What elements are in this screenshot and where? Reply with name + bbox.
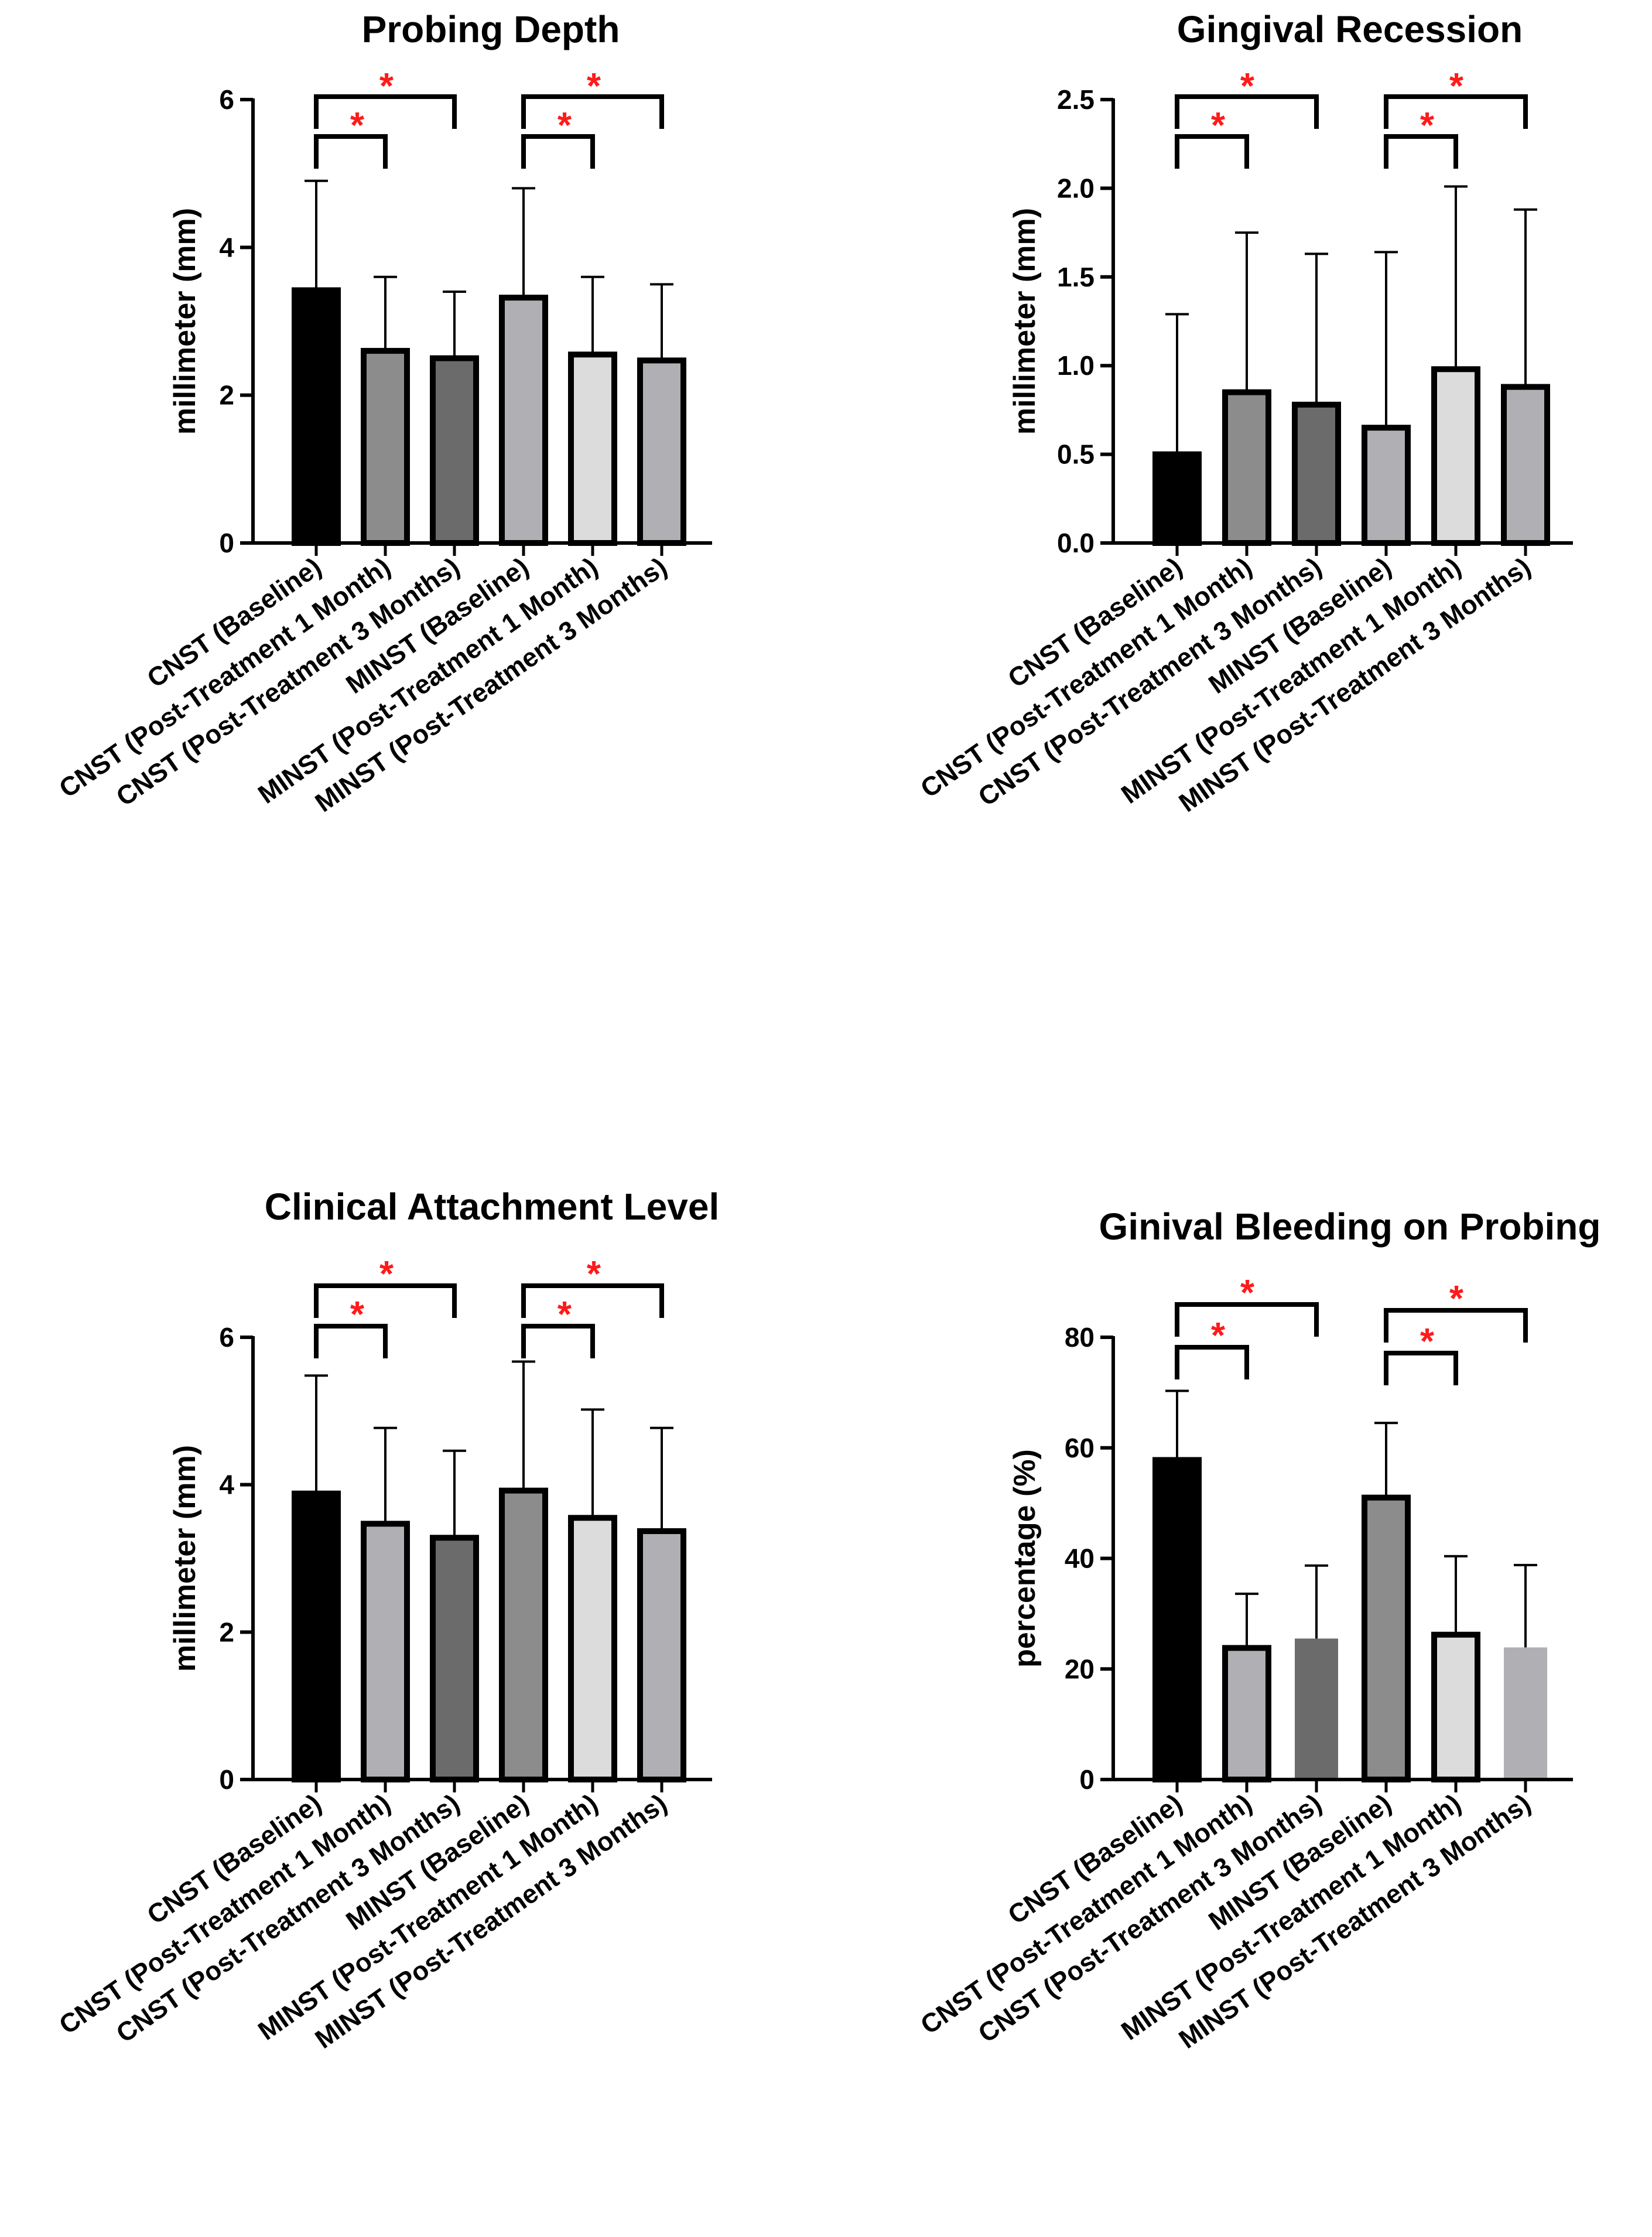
bar (430, 1535, 479, 1782)
significance-star: * (557, 105, 572, 146)
bar (361, 347, 410, 546)
significance-star: * (379, 1254, 394, 1295)
bar (568, 1515, 617, 1783)
significance-star: * (379, 66, 394, 107)
y-tick-label: 6 (219, 84, 234, 115)
chart-title: Probing Depth (362, 8, 620, 50)
y-tick-label: 40 (1065, 1543, 1095, 1574)
y-tick-label: 1.0 (1057, 350, 1095, 381)
y-tick-label: 2.0 (1057, 173, 1095, 203)
bar (1501, 384, 1550, 546)
chart-panel-2: Gingival Recession millimeter (mm) 0.0 0.5 1… (915, 8, 1573, 818)
significance-bracket (314, 1283, 457, 1318)
significance-star: * (1449, 66, 1464, 107)
bar (1295, 1638, 1338, 1780)
significance-star: * (350, 1295, 365, 1335)
significance-star: * (557, 1295, 572, 1335)
significance-bracket (521, 94, 664, 129)
y-axis-label: millimeter (mm) (1008, 208, 1042, 435)
significance-bracket (314, 134, 388, 169)
y-axis-label: millimeter (mm) (168, 208, 202, 435)
chart-panel-3: Clinical Attachment Level millimeter (mm)… (53, 1186, 719, 2054)
y-tick-label: 0 (1079, 1764, 1095, 1795)
y-tick-label: 4 (219, 1470, 234, 1500)
significance-star: * (1449, 1279, 1464, 1319)
chart-title: Ginival Bleeding on Probing (1099, 1205, 1601, 1248)
significance-star: * (1211, 105, 1226, 146)
significance-star: * (587, 1254, 601, 1295)
y-tick-label: 0.0 (1057, 528, 1095, 558)
significance-bracket (1384, 1308, 1528, 1343)
significance-bracket (521, 1324, 595, 1358)
significance-star: * (1420, 105, 1435, 146)
bar (568, 351, 617, 547)
y-axis-label: millimeter (mm) (168, 1445, 202, 1672)
y-tick-label: 6 (219, 1322, 234, 1353)
bar (292, 287, 341, 546)
significance-star: * (587, 66, 601, 107)
y-tick-label: 20 (1065, 1654, 1095, 1684)
y-tick-label: 1.5 (1057, 262, 1095, 292)
significance-bracket (314, 94, 457, 129)
bar (1504, 1647, 1547, 1780)
significance-bracket (521, 1283, 664, 1318)
y-tick-label: 0.5 (1057, 439, 1095, 470)
significance-bracket (1175, 134, 1249, 169)
bar (499, 295, 548, 546)
y-tick-label: 4 (219, 232, 234, 262)
bar (1152, 451, 1202, 546)
bar (292, 1490, 341, 1782)
significance-star: * (1211, 1316, 1226, 1356)
y-tick-label: 0 (219, 528, 234, 558)
bar (1292, 401, 1341, 546)
significance-bracket (521, 134, 595, 169)
y-tick-label: 2.5 (1057, 84, 1095, 115)
chart-title: Gingival Recession (1177, 8, 1523, 50)
significance-star: * (1240, 1273, 1255, 1313)
significance-bracket (1384, 134, 1458, 169)
bar (637, 1528, 686, 1782)
y-tick-label: 2 (219, 380, 234, 411)
significance-star: * (350, 105, 365, 146)
bar (1152, 1457, 1202, 1782)
bar (1222, 389, 1271, 546)
significance-bracket (1175, 94, 1319, 129)
chart-panel-4: Ginival Bleeding on Probing percentage (%… (915, 1205, 1600, 2054)
chart-title: Clinical Attachment Level (265, 1186, 720, 1228)
significance-bracket (1175, 1345, 1249, 1379)
bar (1362, 425, 1411, 546)
y-tick-label: 80 (1065, 1322, 1095, 1353)
significance-bracket (1384, 1351, 1458, 1385)
significance-bracket (1384, 94, 1528, 129)
bar (361, 1521, 410, 1783)
bar (430, 355, 479, 546)
bar (637, 357, 686, 546)
significance-bracket (314, 1324, 388, 1358)
significance-star: * (1240, 66, 1255, 107)
bar (1431, 1631, 1480, 1783)
bar (499, 1487, 548, 1783)
y-tick-label: 2 (219, 1617, 234, 1647)
significance-star: * (1420, 1321, 1435, 1362)
y-tick-label: 60 (1065, 1433, 1095, 1463)
y-tick-label: 0 (219, 1764, 234, 1795)
bar (1222, 1645, 1271, 1782)
significance-bracket (1175, 1302, 1319, 1337)
bar (1362, 1494, 1411, 1782)
y-axis-label: percentage (%) (1008, 1449, 1042, 1668)
bar (1431, 366, 1480, 546)
